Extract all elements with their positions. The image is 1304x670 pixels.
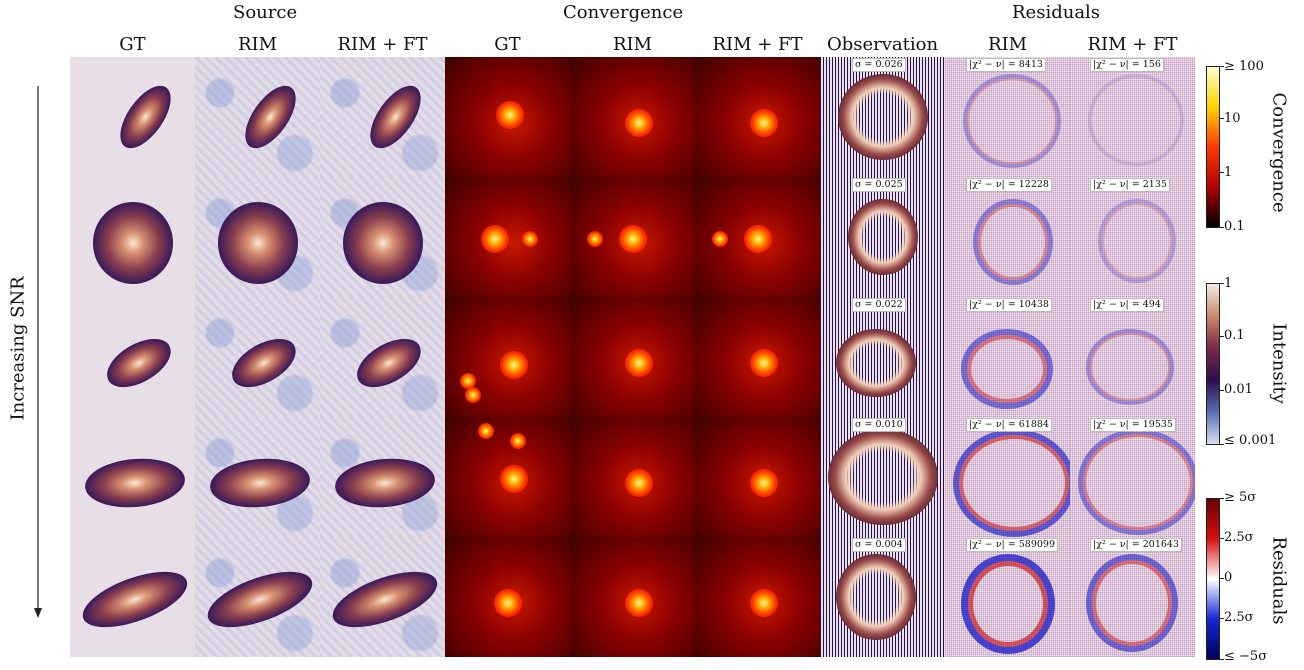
colorbar-intensity xyxy=(1206,283,1220,445)
panel-conv-rimft-row-4 xyxy=(695,417,820,537)
panel-conv-gt-row-3 xyxy=(445,297,570,417)
colorbar-residuals xyxy=(1206,498,1220,660)
panel-residual-rim-row-1 xyxy=(945,57,1070,177)
col-title-conv-rim: RIM xyxy=(612,34,653,55)
chi2-rim-label-row-2: |χ² − ν| = 12228 xyxy=(966,178,1052,192)
sigma-label-row-3: σ = 0.022 xyxy=(852,298,906,312)
panel-residual-rim-row-2 xyxy=(945,177,1070,297)
colorbar-label-intensity: Intensity xyxy=(1268,323,1290,404)
col-title-source-rimft: RIM + FT xyxy=(337,34,428,55)
int-tick-0.1: 0.1 xyxy=(1224,328,1245,343)
group-title-source: Source xyxy=(233,2,298,23)
int-tick-1: 1 xyxy=(1224,276,1233,291)
panel-source-rimft-row-1 xyxy=(320,57,445,177)
col-title-source-rim: RIM xyxy=(237,34,278,55)
sigma-label-row-2: σ = 0.025 xyxy=(852,178,906,192)
chi2-rimft-label-row-4: |χ² − ν| = 19535 xyxy=(1090,418,1176,432)
panel-conv-rimft-row-1 xyxy=(695,57,820,177)
panel-residual-rim-row-3 xyxy=(945,297,1070,417)
panel-source-gt-row-4 xyxy=(70,417,195,537)
panel-conv-rimft-row-5 xyxy=(695,537,820,657)
conv-tick-0.1: 0.1 xyxy=(1224,219,1245,234)
conv-tick-1: 1 xyxy=(1224,165,1233,180)
panel-source-gt-row-1 xyxy=(70,57,195,177)
panel-conv-rim-row-4 xyxy=(570,417,695,537)
colorbar-label-residuals: Residuals xyxy=(1268,536,1290,625)
panel-conv-rimft-row-2 xyxy=(695,177,820,297)
increasing-snr-label: Increasing SNR xyxy=(7,276,29,421)
res-tick-2.5sigma: 2.5σ xyxy=(1224,530,1254,545)
panel-residual-rim-row-5 xyxy=(945,537,1070,657)
panel-residual-rimft-row-4 xyxy=(1070,417,1195,537)
panel-observation-row-3 xyxy=(820,297,945,417)
panel-conv-rim-row-3 xyxy=(570,297,695,417)
col-title-source-gt: GT xyxy=(119,34,146,55)
panel-observation-row-4 xyxy=(820,417,945,537)
colorbar-label-convergence: Convergence xyxy=(1268,92,1290,213)
panel-source-gt-row-3 xyxy=(70,297,195,417)
col-title-conv-gt: GT xyxy=(494,34,521,55)
panel-source-gt-row-5 xyxy=(70,537,195,657)
chi2-rimft-label-row-1: |χ² − ν| = 156 xyxy=(1090,58,1164,72)
panel-source-rim-row-2 xyxy=(195,177,320,297)
sigma-label-row-5: σ = 0.004 xyxy=(852,538,906,552)
panel-source-rim-row-4 xyxy=(195,417,320,537)
panel-source-gt-row-2 xyxy=(70,177,195,297)
sigma-label-row-1: σ = 0.026 xyxy=(852,58,906,72)
col-title-conv-rimft: RIM + FT xyxy=(712,34,803,55)
chi2-rimft-label-row-2: |χ² − ν| = 2135 xyxy=(1090,178,1170,192)
chi2-rimft-label-row-3: |χ² − ν| = 494 xyxy=(1090,298,1164,312)
panel-source-rimft-row-3 xyxy=(320,297,445,417)
panel-conv-rim-row-1 xyxy=(570,57,695,177)
group-title-convergence: Convergence xyxy=(563,2,684,23)
colorbar-convergence xyxy=(1206,66,1220,228)
int-tick-0.001: ≤ 0.001 xyxy=(1224,433,1277,448)
panel-source-rim-row-5 xyxy=(195,537,320,657)
panel-conv-rim-row-5 xyxy=(570,537,695,657)
conv-tick-10: 10 xyxy=(1224,111,1241,126)
panel-conv-gt-row-2 xyxy=(445,177,570,297)
chi2-rim-label-row-3: |χ² − ν| = 10438 xyxy=(966,298,1052,312)
panel-residual-rimft-row-5 xyxy=(1070,537,1195,657)
panel-conv-gt-row-5 xyxy=(445,537,570,657)
res-tick-5sigma: ≥ 5σ xyxy=(1224,490,1257,505)
snr-arrow xyxy=(34,86,42,618)
col-title-residual-rim: RIM xyxy=(987,34,1028,55)
panel-conv-rimft-row-3 xyxy=(695,297,820,417)
panel-source-rimft-row-2 xyxy=(320,177,445,297)
panel-observation-row-5 xyxy=(820,537,945,657)
panel-source-rimft-row-4 xyxy=(320,417,445,537)
panel-residual-rimft-row-2 xyxy=(1070,177,1195,297)
panel-source-rim-row-3 xyxy=(195,297,320,417)
int-tick-0.01: 0.01 xyxy=(1224,382,1253,397)
chi2-rim-label-row-4: |χ² − ν| = 61884 xyxy=(966,418,1052,432)
panel-observation-row-1 xyxy=(820,57,945,177)
res-tick-0: 0 xyxy=(1224,570,1233,585)
panel-residual-rimft-row-3 xyxy=(1070,297,1195,417)
col-title-residual-rimft: RIM + FT xyxy=(1087,34,1178,55)
panel-conv-gt-row-1 xyxy=(445,57,570,177)
panel-conv-rim-row-2 xyxy=(570,177,695,297)
panel-source-rim-row-1 xyxy=(195,57,320,177)
col-title-observation: Observation xyxy=(826,34,939,55)
res-tick-neg2.5sigma: 2.5σ xyxy=(1224,610,1254,625)
sigma-label-row-4: σ = 0.010 xyxy=(852,418,906,432)
chi2-rimft-label-row-5: |χ² − ν| = 201643 xyxy=(1090,538,1183,552)
panel-conv-gt-row-4 xyxy=(445,417,570,537)
chi2-rim-label-row-5: |χ² − ν| = 589099 xyxy=(966,538,1059,552)
panel-observation-row-2 xyxy=(820,177,945,297)
res-tick-neg5sigma: ≤ −5σ xyxy=(1224,649,1268,664)
conv-tick-100: ≥ 100 xyxy=(1224,59,1264,74)
group-title-residuals: Residuals xyxy=(1012,2,1101,23)
panel-residual-rim-row-4 xyxy=(945,417,1070,537)
panel-residual-rimft-row-1 xyxy=(1070,57,1195,177)
panel-source-rimft-row-5 xyxy=(320,537,445,657)
chi2-rim-label-row-1: |χ² − ν| = 8413 xyxy=(966,58,1046,72)
